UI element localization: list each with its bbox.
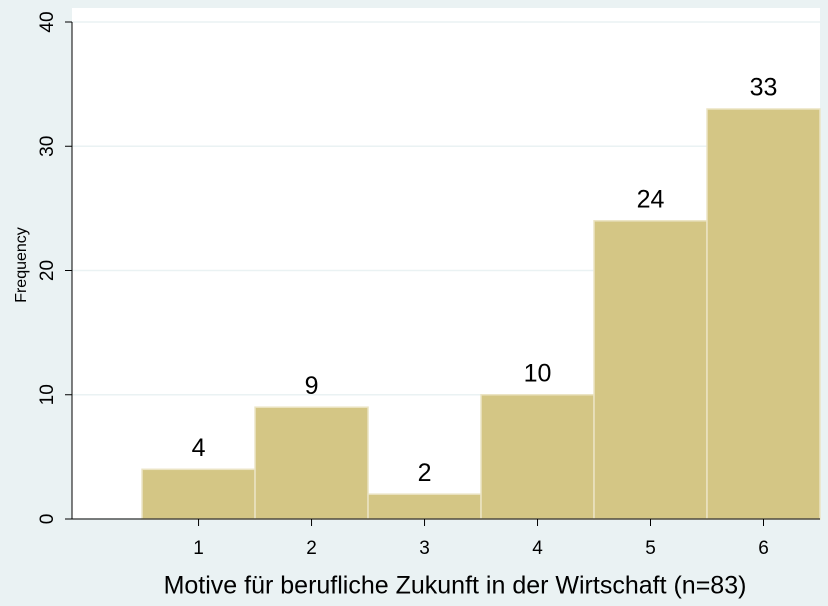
y-tick-label: 10 <box>37 384 58 405</box>
value-label: 9 <box>305 372 319 400</box>
bar <box>367 493 482 520</box>
bar <box>480 394 595 520</box>
bar <box>593 220 708 520</box>
x-axis-label: Motive für berufliche Zukunft in der Wir… <box>164 572 747 600</box>
x-tick-label: 3 <box>419 538 430 559</box>
bar <box>706 108 821 520</box>
y-axis-label: Frequency <box>13 227 30 303</box>
value-label: 10 <box>524 359 552 387</box>
bar <box>254 406 369 520</box>
y-tick-label: 20 <box>37 260 58 281</box>
value-label: 33 <box>750 74 778 102</box>
value-label: 24 <box>637 185 665 213</box>
x-tick-label: 1 <box>193 538 204 559</box>
x-tick-label: 5 <box>645 538 656 559</box>
y-tick-label: 40 <box>37 11 58 32</box>
bar <box>141 468 256 520</box>
y-tick-label: 0 <box>37 514 58 525</box>
y-tick-label: 30 <box>37 136 58 157</box>
x-tick-label: 2 <box>306 538 317 559</box>
value-label: 4 <box>192 434 206 462</box>
x-tick-label: 6 <box>758 538 769 559</box>
value-label: 2 <box>418 459 432 487</box>
x-tick-label: 4 <box>532 538 543 559</box>
